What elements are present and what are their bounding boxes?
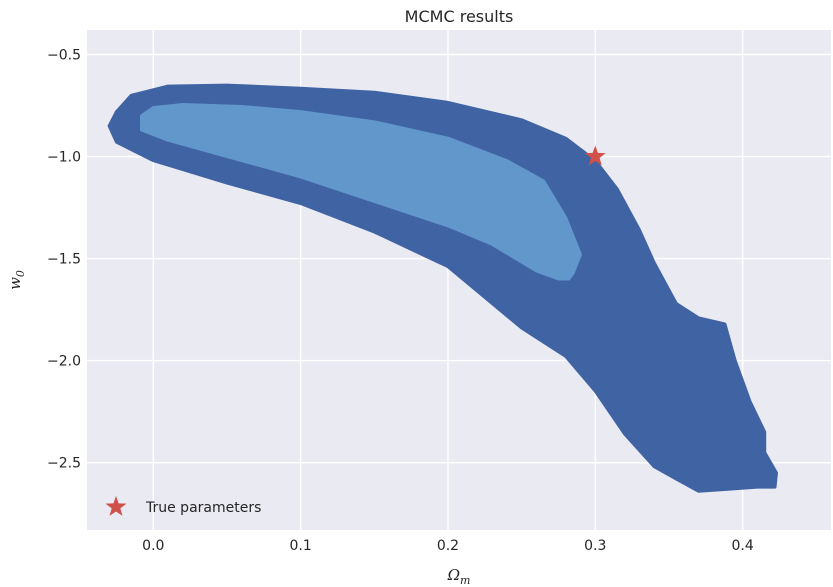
y-tick-labels: −0.5 −1.0 −1.5 −2.0 −2.5 [47,47,81,471]
x-tick-label: 0.0 [142,538,164,554]
x-tick-label: 0.3 [584,538,606,554]
legend: True parameters [105,496,261,516]
y-tick-label: −1.5 [47,252,81,268]
y-axis-label: w0 [6,270,27,290]
inner-credible-region [140,103,582,281]
y-tick-label: −1.0 [47,150,81,166]
y-tick-label: −2.5 [47,456,81,472]
x-tick-labels: 0.0 0.1 0.2 0.3 0.4 [142,538,754,554]
x-tick-label: 0.1 [289,538,311,554]
x-axis-label: Ωm [447,566,471,587]
x-tick-label: 0.2 [437,538,459,554]
contour-regions [107,83,778,493]
scatter-points [584,145,606,166]
y-tick-label: −0.5 [47,47,81,63]
y-tick-label: −2.0 [47,354,81,370]
legend-label: True parameters [145,500,261,516]
true-parameters-star [584,145,606,166]
x-tick-label: 0.4 [731,538,753,554]
outer-credible-region [107,83,778,493]
chart-title: MCMC results [405,7,514,26]
legend-star-marker [105,496,127,516]
